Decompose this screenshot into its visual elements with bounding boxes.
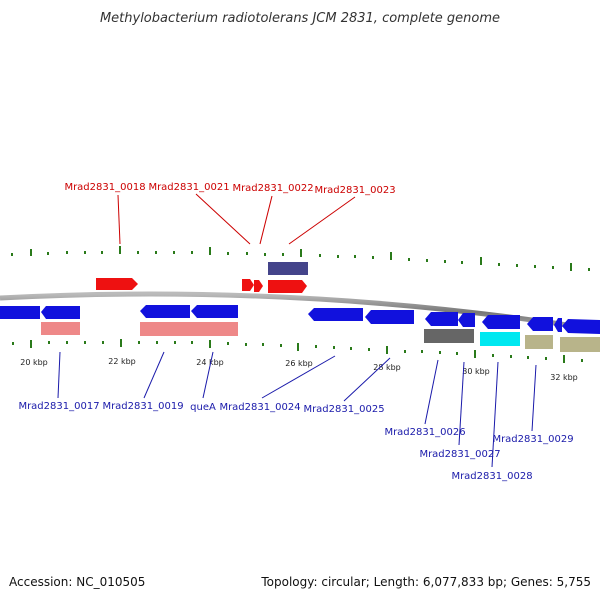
bottom-gene-labels: Mrad2831_0017 Mrad2831_0019 queA Mrad283…	[18, 351, 574, 482]
gene-feature-quea-pink[interactable]	[140, 322, 238, 336]
gene-feature-mrad2831-0017-pink[interactable]	[41, 322, 80, 335]
gene-label-quea[interactable]: queA	[190, 402, 216, 413]
inner-ticks	[12, 339, 583, 363]
topology-text: Topology: circular; Length: 6,077,833 bp…	[260, 575, 591, 589]
gene-label-mrad2831-0029[interactable]: Mrad2831_0029	[492, 434, 573, 445]
gene-feature-rev-9[interactable]	[527, 317, 553, 331]
gene-feature-rev-11[interactable]	[562, 319, 600, 334]
gene-label-mrad2831-0017[interactable]: Mrad2831_0017	[18, 401, 99, 412]
gene-label-mrad2831-0028[interactable]: Mrad2831_0028	[451, 471, 532, 482]
gene-feature-mrad2831-0018[interactable]	[96, 278, 138, 290]
scale-label-28kbp: 28 kbp	[373, 363, 401, 372]
gene-label-mrad2831-0024[interactable]: Mrad2831_0024	[219, 402, 300, 413]
gene-feature-khaki-right[interactable]	[560, 337, 600, 352]
scale-label-26kbp: 26 kbp	[285, 359, 313, 368]
gene-label-mrad2831-0025[interactable]: Mrad2831_0025	[303, 404, 384, 415]
scale-label-22kbp: 22 kbp	[108, 357, 136, 366]
gene-feature-mrad2831-0026-gray[interactable]	[424, 329, 474, 343]
gene-label-mrad2831-0018[interactable]: Mrad2831_0018	[64, 182, 145, 193]
gene-feature-rev-2[interactable]	[140, 305, 190, 318]
gene-feature-mrad2831-0023[interactable]	[268, 262, 308, 275]
gene-label-mrad2831-0023[interactable]: Mrad2831_0023	[314, 185, 395, 196]
top-gene-labels: Mrad2831_0018 Mrad2831_0021 Mrad2831_002…	[64, 182, 396, 245]
gene-label-mrad2831-0019[interactable]: Mrad2831_0019	[102, 401, 183, 412]
reverse-features	[0, 305, 600, 352]
gene-feature-mrad2831-0027-cyan[interactable]	[480, 332, 520, 346]
scale-label-20kbp: 20 kbp	[20, 358, 48, 367]
scale-label-32kbp: 32 kbp	[550, 373, 578, 382]
gene-feature-rev-1[interactable]	[41, 306, 80, 319]
map-title: Methylobacterium radiotolerans JCM 2831,…	[100, 11, 500, 26]
gene-label-mrad2831-0022[interactable]: Mrad2831_0022	[232, 183, 313, 194]
gene-feature-rev-6[interactable]	[425, 312, 458, 326]
gene-feature-small-1[interactable]	[242, 279, 254, 291]
gene-feature-rev-4[interactable]	[308, 308, 363, 321]
gene-feature-rev-0[interactable]	[0, 306, 40, 319]
gene-label-mrad2831-0026[interactable]: Mrad2831_0026	[384, 427, 465, 438]
gene-feature-rev-3[interactable]	[191, 305, 238, 318]
forward-features	[96, 262, 308, 293]
gene-feature-rev-5[interactable]	[365, 310, 414, 324]
scale-labels: 20 kbp 22 kbp 24 kbp 26 kbp 28 kbp 30 kb…	[20, 357, 578, 382]
gene-feature-rev-7[interactable]	[458, 313, 475, 327]
outer-ticks	[11, 246, 590, 271]
gene-feature-rev-8[interactable]	[482, 315, 520, 329]
gene-feature-rev-10[interactable]	[554, 318, 562, 332]
gene-feature-mrad2831-0022[interactable]	[268, 280, 307, 293]
accession-text: Accession: NC_010505	[9, 575, 145, 589]
scale-label-30kbp: 30 kbp	[462, 367, 490, 376]
gene-label-mrad2831-0021[interactable]: Mrad2831_0021	[148, 182, 229, 193]
scale-label-24kbp: 24 kbp	[196, 358, 224, 367]
gene-feature-small-2[interactable]	[254, 280, 263, 292]
gene-label-mrad2831-0027[interactable]: Mrad2831_0027	[419, 449, 500, 460]
gene-feature-mrad2831-0029-khaki[interactable]	[525, 335, 553, 349]
